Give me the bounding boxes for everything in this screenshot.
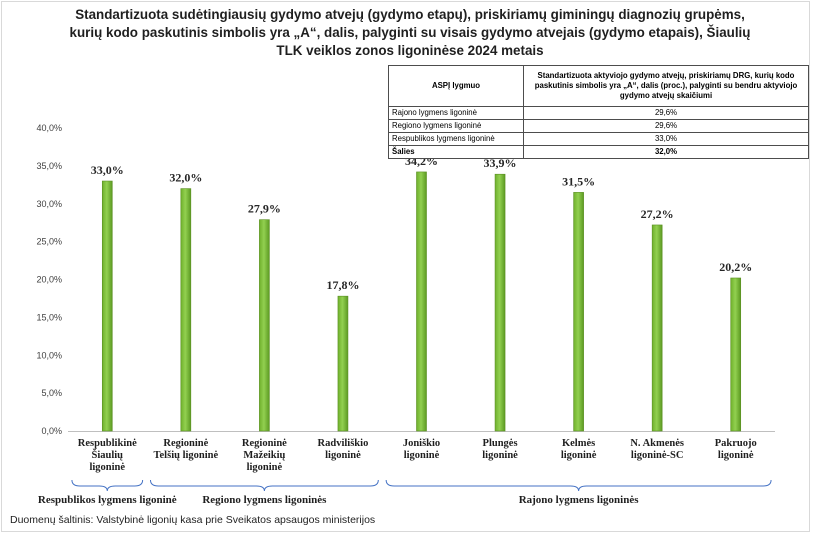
bar: [651, 224, 663, 432]
row-value: 32,0%: [523, 145, 809, 159]
x-tick-label: Kelmės: [562, 438, 595, 449]
x-tick-label: Radviliškio: [318, 438, 369, 449]
summary-table-header: ASPĮ lygmuo Standartizuota aktyviojo gyd…: [388, 65, 809, 107]
table-row: Šalies 32,0%: [388, 145, 809, 159]
data-label: 27,2%: [641, 207, 674, 221]
group-label: Rajono lygmens ligoninės: [519, 494, 640, 506]
data-label: 20,2%: [719, 260, 752, 274]
bar: [416, 171, 427, 432]
y-tick-label: 5,0%: [41, 388, 62, 398]
x-tick-label: N. Akmenės: [630, 438, 684, 449]
x-tick-label: Joniškio: [403, 438, 440, 449]
bar: [573, 192, 584, 432]
x-tick-label: ligoninė-SC: [631, 450, 684, 461]
x-tick-label: ligoninė: [404, 450, 440, 461]
x-tick-label: ligoninė: [247, 462, 283, 473]
bar: [494, 173, 506, 432]
header-level: ASPĮ lygmuo: [388, 65, 524, 107]
x-tick-label: ligoninė: [482, 450, 518, 461]
y-tick-label: 10,0%: [36, 350, 62, 360]
x-tick-label: ligoninė: [718, 450, 754, 461]
y-tick-label: 25,0%: [36, 237, 62, 247]
bar: [259, 219, 270, 432]
y-tick-label: 20,0%: [36, 275, 62, 285]
bar: [180, 188, 192, 432]
x-tick-label: ligoninė: [89, 462, 125, 473]
data-label: 31,5%: [562, 174, 595, 188]
table-row: Respublikos lygmens ligoninė 33,0%: [388, 132, 809, 146]
y-tick-label: 15,0%: [36, 312, 62, 322]
group-label: Respublikos lygmens ligoninė: [38, 494, 177, 506]
header-value: Standartizuota aktyviojo gydymo atvejų, …: [523, 65, 809, 107]
row-level: Šalies: [388, 145, 524, 159]
y-tick-label: 0,0%: [41, 426, 62, 436]
summary-table: ASPĮ lygmuo Standartizuota aktyviojo gyd…: [388, 65, 809, 159]
x-tick-label: Regioninė: [242, 438, 287, 449]
x-tick-label: Respublikinė: [78, 438, 137, 449]
group-bracket: [71, 479, 144, 492]
row-value: 29,6%: [523, 106, 809, 120]
bar: [730, 277, 742, 432]
x-tick-label: Plungės: [483, 438, 518, 449]
row-level: Regiono lygmens ligoninė: [388, 119, 524, 133]
data-label: 33,0%: [91, 163, 124, 177]
data-label: 32,0%: [169, 171, 202, 185]
data-label: 17,8%: [326, 278, 359, 292]
y-tick-label: 30,0%: [36, 199, 62, 209]
group-label: Regiono lygmens ligoninės: [202, 494, 327, 506]
source-note: Duomenų šaltinis: Valstybinė ligonių kas…: [10, 514, 376, 526]
x-tick-label: Regioninė: [163, 438, 208, 449]
group-bracket: [149, 479, 379, 492]
x-tick-label: Telšių ligoninė: [153, 450, 218, 461]
x-tick-label: Šiaulių: [92, 448, 124, 461]
bar: [337, 295, 349, 432]
x-tick-label: ligoninė: [325, 450, 361, 461]
data-label: 33,9%: [484, 156, 517, 170]
chart-title: Standartizuota sudėtingiausių gydymo atv…: [69, 7, 751, 58]
x-tick-label: Pakruojo: [715, 438, 757, 449]
y-tick-label: 40,0%: [36, 123, 62, 133]
table-row: Regiono lygmens ligoninė 29,6%: [388, 119, 809, 133]
row-value: 29,6%: [523, 119, 809, 133]
table-row: Rajono lygmens ligoninė 29,6%: [388, 106, 809, 120]
group-bracket: [385, 479, 772, 492]
y-tick-label: 35,0%: [36, 161, 62, 171]
row-level: Rajono lygmens ligoninė: [388, 106, 524, 120]
row-value: 33,0%: [523, 132, 809, 146]
row-level: Respublikos lygmens ligoninė: [388, 132, 524, 146]
x-tick-label: Mažeikių: [243, 450, 285, 461]
bar: [101, 180, 113, 432]
x-tick-label: ligoninė: [561, 450, 597, 461]
data-label: 27,9%: [248, 202, 281, 216]
